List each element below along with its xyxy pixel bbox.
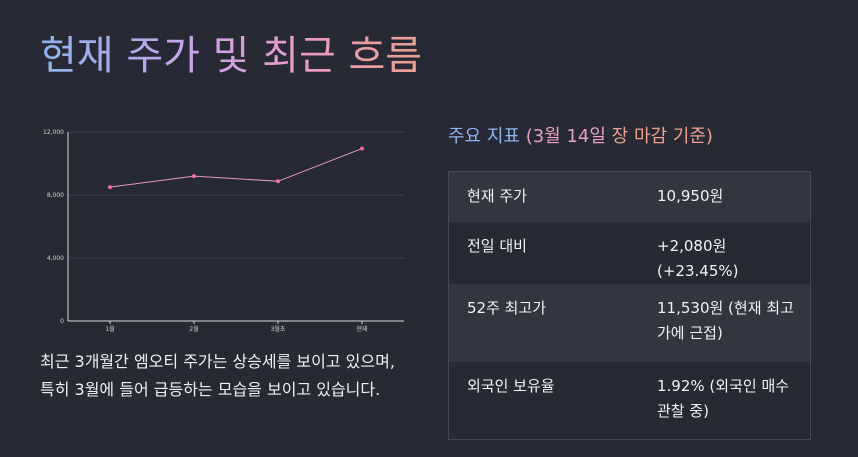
metrics-table: 현재 주가 10,950원 전일 대비 +2,080원 (+23.45%) 52…: [448, 171, 811, 440]
y-tick-label: 8,000: [47, 192, 64, 199]
data-point: [360, 146, 364, 151]
metrics-title-prefix: 주요 지표: [448, 126, 520, 147]
page-title: 현재 주가 및 최근 흐름: [40, 30, 422, 82]
line-chart: 0 4,000 8,000 12,000 1월 2월 3월초 현재: [43, 129, 404, 333]
x-tick-label: 현재: [356, 325, 367, 333]
x-tick-label: 3월초: [271, 325, 286, 333]
metric-label: 현재 주가: [448, 171, 639, 222]
data-point: [276, 179, 280, 184]
metric-value: +2,080원 (+23.45%): [639, 221, 811, 284]
table-row: 전일 대비 +2,080원 (+23.45%): [448, 221, 811, 284]
data-point: [108, 185, 112, 190]
metric-label: 외국인 보유율: [448, 361, 639, 440]
metrics-title-date: (3월 14일: [525, 126, 606, 147]
table-row: 외국인 보유율 1.92% (외국인 매수 관찰 중): [448, 361, 811, 440]
metrics-title-suffix: 장 마감 기준): [611, 126, 713, 147]
metric-value: 11,530원 (현재 최고가에 근접): [639, 283, 811, 362]
y-tick-label: 12,000: [43, 129, 64, 136]
table-row: 현재 주가 10,950원: [448, 171, 811, 222]
y-tick-label: 4,000: [47, 255, 64, 262]
data-point: [192, 174, 196, 179]
metric-value: 1.92% (외국인 매수 관찰 중): [639, 361, 811, 440]
metric-label: 전일 대비: [448, 221, 639, 284]
x-tick-label: 1월: [105, 325, 114, 333]
metric-label: 52주 최고가: [448, 283, 639, 362]
series-line: [109, 148, 363, 188]
metric-value: 10,950원: [639, 171, 811, 222]
price-chart: 0 4,000 8,000 12,000 1월 2월 3월초 현재: [36, 122, 416, 338]
metrics-title: 주요 지표 (3월 14일 장 마감 기준): [448, 124, 713, 150]
table-row: 52주 최고가 11,530원 (현재 최고가에 근접): [448, 283, 811, 362]
summary-text: 최근 3개월간 엠오티 주가는 상승세를 보이고 있으며, 특히 3월에 들어 …: [40, 352, 395, 399]
x-tick-label: 2월: [189, 325, 198, 333]
y-tick-label: 0: [60, 318, 64, 325]
